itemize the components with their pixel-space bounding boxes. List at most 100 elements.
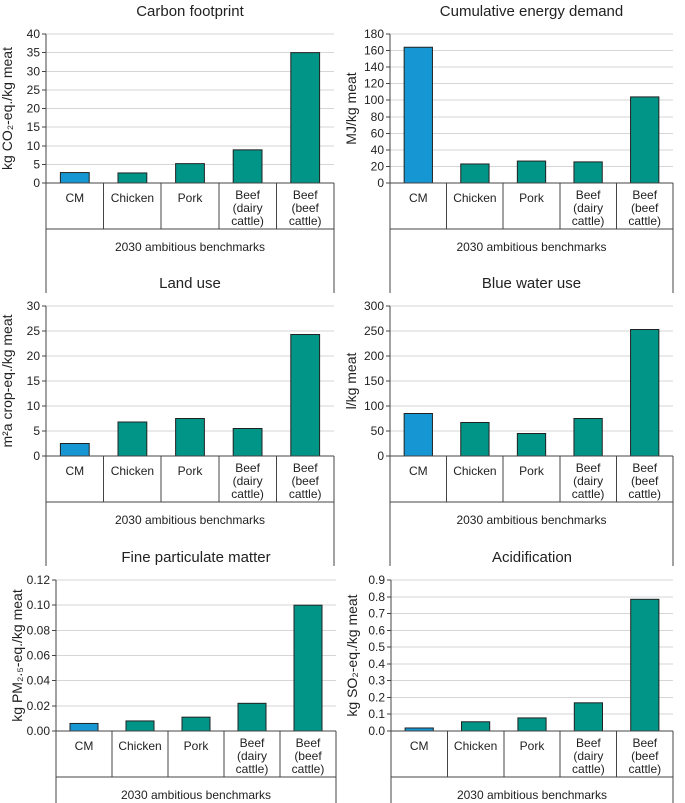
bar-beef-beef-cattle- [630, 329, 660, 457]
bar-cm [403, 413, 433, 457]
y-tick-label: 35 [27, 46, 41, 60]
chart-title: Fine particulate matter [121, 549, 270, 566]
y-tick-label: 0.12 [27, 573, 51, 587]
y-tick-label: 300 [364, 299, 384, 313]
category-label: CM [65, 464, 84, 478]
chart-panel-6: 0.0 0.1 0.2 0.3 0.4 0.5 0.6 0.7 0.8 0.9 CM Chicken P… [344, 549, 674, 803]
y-tick-label: 0.0 [368, 724, 385, 738]
bar-chicken [125, 720, 155, 732]
category-label: Beef [235, 461, 260, 475]
chart-title: Acidification [492, 549, 572, 566]
bar-beef-beef-cattle- [293, 604, 323, 732]
y-tick-label: 5 [33, 424, 40, 438]
y-tick-label: 0.7 [368, 607, 385, 621]
bar-cm [69, 722, 99, 732]
group-label: 2030 ambitious benchmarks [121, 788, 271, 802]
bar-pork [517, 717, 547, 732]
category-label: (beef [631, 201, 659, 215]
category-label: Chicken [454, 739, 497, 753]
y-tick-label: 30 [27, 64, 41, 78]
category-label: (beef [631, 749, 659, 763]
category-label: cattle) [236, 762, 269, 776]
y-tick-label: 0 [33, 176, 40, 190]
category-label: Beef [296, 736, 321, 750]
category-label: Beef [632, 188, 657, 202]
bar-pork [175, 418, 205, 457]
category-label: cattle) [572, 762, 605, 776]
category-label: CM [409, 464, 428, 478]
bar-chicken [117, 172, 148, 184]
y-tick-label: 5 [33, 157, 40, 171]
y-axis-label: kg SO₂-eq./kg meat [344, 594, 360, 716]
category-label: CM [410, 739, 429, 753]
y-tick-label: 0.8 [368, 590, 385, 604]
y-tick-label: 0.1 [368, 707, 385, 721]
category-label: (dairy [233, 201, 263, 215]
category-label: Chicken [453, 191, 496, 205]
category-label: cattle) [292, 762, 325, 776]
category-label: CM [75, 739, 94, 753]
category-label: Beef [632, 461, 657, 475]
bar-beef-dairy-cattle- [573, 418, 603, 457]
bar-beef-beef-cattle- [630, 96, 660, 184]
category-label: Beef [576, 461, 601, 475]
y-tick-label: 25 [27, 324, 41, 338]
category-label: (dairy [233, 474, 263, 488]
bar-chicken [460, 163, 490, 184]
category-label: Chicken [453, 464, 496, 478]
chart-title: Cumulative energy demand [440, 3, 623, 20]
group-label: 2030 ambitious benchmarks [457, 788, 607, 802]
y-axis-label: MJ/kg meat [343, 72, 359, 144]
group-label: 2030 ambitious benchmarks [456, 513, 606, 527]
y-tick-label: 0.06 [27, 649, 51, 663]
y-tick-label: 15 [27, 120, 41, 134]
y-tick-label: 15 [27, 374, 41, 388]
bar-cm [403, 46, 433, 184]
category-label: Beef [576, 736, 601, 750]
bar-beef-dairy-cattle- [232, 428, 263, 457]
y-tick-label: 140 [364, 60, 384, 74]
bar-pork [175, 163, 205, 184]
bar-chicken [117, 421, 148, 457]
y-tick-label: 0.02 [27, 699, 51, 713]
bar-cm [59, 172, 90, 184]
y-axis-label: kg CO₂-eq./kg meat [0, 47, 15, 170]
y-tick-label: 100 [364, 93, 384, 107]
y-tick-label: 0.2 [368, 690, 385, 704]
y-tick-label: 50 [371, 424, 385, 438]
category-label: Chicken [118, 739, 161, 753]
bar-beef-dairy-cattle- [237, 702, 267, 732]
y-tick-label: 60 [371, 126, 385, 140]
category-label: Beef [293, 461, 318, 475]
bar-pork [516, 433, 547, 457]
bar-beef-dairy-cattle- [573, 161, 603, 184]
y-tick-label: 0.3 [368, 674, 385, 688]
category-label: (beef [292, 474, 320, 488]
y-tick-label: 30 [27, 299, 41, 313]
y-tick-label: 10 [27, 139, 41, 153]
chart-title: Carbon footprint [136, 3, 244, 20]
bar-beef-beef-cattle- [290, 52, 321, 184]
y-tick-label: 0.04 [27, 674, 51, 688]
bar-chicken [461, 721, 491, 732]
category-label: (dairy [573, 474, 603, 488]
y-tick-label: 0.4 [368, 657, 385, 671]
category-label: Pork [519, 191, 545, 205]
category-label: cattle) [628, 214, 661, 228]
bar-beef-dairy-cattle- [232, 149, 263, 184]
category-label: Beef [576, 188, 601, 202]
category-label: Beef [240, 736, 265, 750]
y-tick-label: 0 [377, 176, 384, 190]
y-tick-label: 10 [27, 399, 41, 413]
y-tick-label: 0.10 [27, 598, 51, 612]
y-tick-label: 25 [27, 83, 41, 97]
y-tick-label: 20 [27, 102, 41, 116]
category-label: (dairy [573, 749, 603, 763]
chart-panel-5: 0.00 0.02 0.04 0.06 0.08 0.10 0.12 CM Chicken Por… [9, 549, 337, 803]
chart-title: Blue water use [482, 275, 581, 292]
chart-panel-2: 0 20 40 60 80 100 120 140 160 180 CM Chicken Pork Bee… [343, 3, 674, 293]
bar-pork [516, 160, 547, 184]
y-tick-label: 20 [371, 159, 385, 173]
y-tick-label: 80 [371, 110, 385, 124]
